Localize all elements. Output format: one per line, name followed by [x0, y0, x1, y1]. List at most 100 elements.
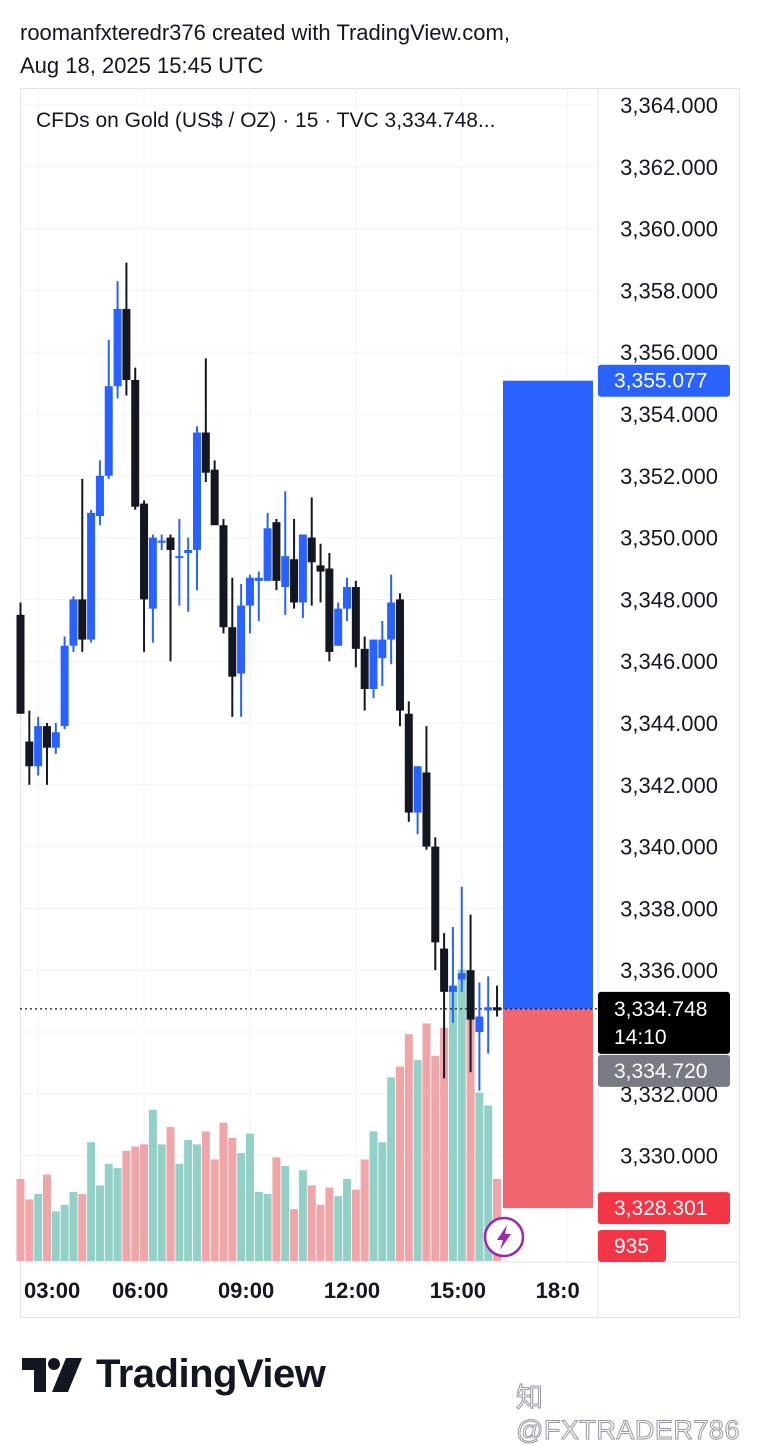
volume-bar — [104, 1163, 113, 1261]
y-tick-label: 3,364.000 — [620, 93, 718, 118]
volume-value-bg — [598, 1230, 666, 1262]
candle-body — [493, 1007, 502, 1011]
candle-body — [166, 537, 175, 550]
candle-body — [431, 846, 440, 943]
tradingview-logo[interactable]: TradingView — [22, 1352, 326, 1397]
candle-body — [448, 985, 457, 992]
lightning-icon[interactable] — [483, 1216, 525, 1258]
y-tick-label: 3,340.000 — [620, 835, 718, 860]
volume-bar — [387, 1077, 396, 1261]
candle-body — [25, 741, 34, 767]
volume-bar — [51, 1211, 60, 1261]
candle-body — [51, 732, 60, 748]
volume-bar — [193, 1144, 201, 1261]
candle-body — [466, 970, 475, 1020]
stop-zone — [503, 1008, 593, 1209]
candle-body — [78, 599, 87, 640]
candle-body — [484, 1007, 493, 1011]
author-line: roomanfxteredr376 created with TradingVi… — [20, 20, 510, 45]
volume-bar — [369, 1131, 378, 1261]
volume-bar — [457, 969, 466, 1261]
volume-bar — [395, 1066, 404, 1261]
volume-bar — [484, 1105, 493, 1261]
volume-bar — [95, 1185, 104, 1261]
volume-bar — [307, 1185, 316, 1261]
candle-body — [343, 587, 352, 609]
symbol-title: CFDs on Gold (US$ / OZ) · 15 · TVC 3,334… — [36, 109, 495, 132]
candle-body — [60, 645, 69, 727]
logo-text: TradingView — [96, 1352, 326, 1396]
candle-body — [95, 475, 104, 516]
volume-bar — [422, 1023, 431, 1261]
y-tick-label: 3,358.000 — [620, 278, 718, 303]
candle-body — [404, 713, 413, 813]
date-line: Aug 18, 2025 15:45 UTC — [20, 53, 264, 78]
candle-body — [131, 380, 140, 507]
volume-bar — [237, 1153, 246, 1261]
volume-bar — [343, 1178, 352, 1261]
candle-body — [254, 577, 263, 581]
y-tick-label: 3,348.000 — [620, 587, 718, 612]
volume-bar — [87, 1142, 96, 1261]
x-tick-label: 09:00 — [218, 1278, 274, 1303]
candle-body — [245, 577, 254, 606]
volume-bar — [210, 1159, 219, 1261]
candles — [16, 262, 502, 1091]
candle-body — [290, 559, 299, 603]
candle-body — [157, 540, 166, 543]
volume-bar — [60, 1204, 69, 1261]
volume-bar — [78, 1194, 87, 1261]
watermark: 知@FXTRADER786 — [516, 1383, 740, 1446]
candle-body — [210, 469, 219, 526]
axis-price-labels: 3,355.077 3,334.748 14:10 3,334.720 3,328.30… — [598, 364, 730, 1262]
stop-price-label: 3,328.301 — [614, 1197, 707, 1220]
last-price-label: 3,334.748 — [614, 998, 707, 1021]
volume-bar — [245, 1133, 254, 1261]
candle-body — [193, 432, 201, 550]
volume-bar — [166, 1127, 175, 1261]
candle-body — [140, 503, 149, 600]
candle-body — [122, 308, 131, 381]
volume-bar — [113, 1168, 122, 1261]
y-tick-label: 3,362.000 — [620, 155, 718, 180]
volume-bar — [34, 1194, 43, 1261]
volume-bar — [316, 1204, 325, 1261]
volume-bar — [334, 1196, 343, 1261]
candle-body — [325, 568, 334, 652]
target-zone — [503, 380, 593, 1009]
x-tick-label: 18:0 — [536, 1278, 580, 1303]
volume-bar — [140, 1144, 149, 1261]
candle-body — [219, 525, 228, 628]
volume-bar — [281, 1165, 290, 1261]
candle-body — [263, 528, 272, 581]
y-tick-label: 3,354.000 — [620, 402, 718, 427]
y-tick-label: 3,342.000 — [620, 773, 718, 798]
volume-bar — [298, 1170, 307, 1261]
candle-body — [237, 605, 246, 674]
candle-body — [201, 432, 210, 473]
target-price-label-bg — [598, 364, 730, 397]
y-tick-label: 3,346.000 — [620, 649, 718, 674]
chart-header: roomanfxteredr376 created with TradingVi… — [20, 16, 510, 82]
candle-body — [42, 726, 51, 748]
candle-body — [298, 534, 307, 603]
candle-body — [228, 627, 237, 677]
chart-canvas[interactable]: 3,364.000 3,362.000 3,360.000 3,358.000 3,35… — [0, 0, 760, 1340]
target-price-label: 3,355.077 — [614, 370, 707, 393]
last-price-bg — [598, 991, 730, 1054]
y-tick-label: 3,352.000 — [620, 464, 718, 489]
volume-bar — [440, 1027, 449, 1261]
volume-value-label: 935 — [614, 1235, 649, 1258]
candle-body — [281, 556, 290, 588]
volume-bar — [25, 1199, 34, 1261]
volume-bar — [122, 1150, 131, 1261]
x-tick-label: 06:00 — [112, 1278, 168, 1303]
candle-body — [369, 639, 378, 690]
volume-bar — [448, 988, 457, 1261]
y-tick-label: 3,336.000 — [620, 958, 718, 983]
candle-body — [113, 308, 122, 387]
volume-bar — [175, 1163, 184, 1261]
volume-bar — [290, 1209, 299, 1261]
volume-bar — [325, 1187, 334, 1261]
volume-bar — [413, 1060, 422, 1261]
